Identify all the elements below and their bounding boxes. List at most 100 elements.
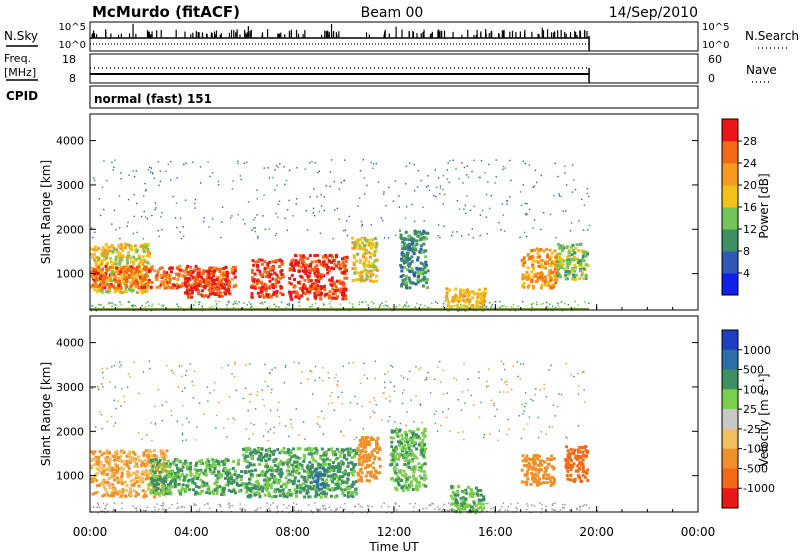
echo-cell xyxy=(130,289,134,293)
echo-cell xyxy=(196,275,200,279)
echo-cell xyxy=(375,274,379,278)
echo-cell xyxy=(255,490,259,494)
echo-cell xyxy=(400,259,404,263)
sparse-echo-point xyxy=(447,408,450,410)
echo-cell xyxy=(186,486,190,490)
ground-scatter-point xyxy=(162,305,164,308)
echo-cell xyxy=(360,270,364,274)
echo-cell xyxy=(272,292,276,296)
echo-cell xyxy=(165,473,169,477)
echo-cell xyxy=(301,254,305,258)
sparse-echo-point xyxy=(171,414,173,417)
echo-cell xyxy=(270,266,274,270)
echo-cell xyxy=(126,475,130,479)
echo-cell xyxy=(276,275,280,279)
sparse-echo-point xyxy=(319,425,321,428)
echo-cell xyxy=(290,265,294,269)
echo-cell xyxy=(568,257,572,261)
echo-cell xyxy=(247,477,251,481)
echo-cell xyxy=(296,456,300,460)
sparse-echo-point xyxy=(520,204,523,207)
ground-scatter-point xyxy=(405,305,408,308)
echo-cell xyxy=(286,473,290,477)
echo-cell xyxy=(273,271,277,275)
echo-cell xyxy=(291,473,295,477)
echo-cell xyxy=(302,283,306,287)
sparse-echo-point xyxy=(361,236,363,239)
echo-cell xyxy=(224,266,228,270)
sparse-echo-point xyxy=(390,365,392,367)
sparse-echo-point xyxy=(443,193,446,196)
echo-cell xyxy=(319,456,323,460)
echo-cell xyxy=(407,238,411,242)
echo-cell xyxy=(183,459,187,463)
echo-cell xyxy=(247,495,251,499)
sparse-echo-point xyxy=(535,388,537,390)
echo-cell xyxy=(282,482,286,486)
echo-cell xyxy=(174,477,178,481)
echo-cell xyxy=(539,286,543,290)
sparse-echo-point xyxy=(295,408,297,410)
sparse-echo-point xyxy=(410,399,412,401)
ground-scatter-point xyxy=(583,504,586,506)
echo-cell xyxy=(195,468,199,472)
echo-cell xyxy=(105,276,109,280)
echo-cell xyxy=(165,449,169,453)
echo-cell xyxy=(318,260,322,264)
echo-cell xyxy=(158,474,162,478)
sparse-echo-point xyxy=(144,190,147,192)
sparse-echo-point xyxy=(506,433,508,436)
echo-cell xyxy=(327,294,331,298)
echo-cell xyxy=(211,291,215,295)
ground-scatter-point xyxy=(554,509,556,512)
echo-cell xyxy=(327,448,331,452)
echo-cell xyxy=(288,458,292,462)
ground-scatter-point xyxy=(154,509,156,512)
echo-cell xyxy=(148,476,152,480)
sparse-echo-point xyxy=(415,366,417,368)
echo-cell xyxy=(292,268,296,272)
ground-scatter-point xyxy=(135,509,138,512)
sparse-echo-point xyxy=(154,422,157,425)
echo-cell xyxy=(197,472,201,476)
echo-cell xyxy=(177,489,181,493)
sparse-echo-point xyxy=(421,422,423,424)
sparse-echo-point xyxy=(174,217,177,219)
sparse-echo-point xyxy=(121,388,123,390)
echo-cell xyxy=(328,468,332,472)
echo-cell xyxy=(122,467,126,471)
echo-cell xyxy=(156,269,160,273)
sparse-echo-point xyxy=(436,186,438,189)
echo-cell xyxy=(100,259,104,263)
echo-cell xyxy=(208,286,212,290)
ground-scatter-point xyxy=(588,507,591,509)
echo-cell xyxy=(90,458,94,462)
sparse-echo-point xyxy=(274,169,276,171)
sparse-echo-point xyxy=(417,169,419,172)
echo-cell xyxy=(325,469,329,473)
echo-cell xyxy=(342,453,346,457)
echo-cell xyxy=(408,257,412,261)
echo-cell xyxy=(250,295,254,299)
echo-cell xyxy=(420,446,424,450)
echo-cell xyxy=(97,266,101,270)
echo-cell xyxy=(377,456,381,460)
echo-cell xyxy=(153,484,157,488)
echo-cell xyxy=(301,259,305,263)
echo-cell xyxy=(222,273,226,277)
sparse-echo-point xyxy=(427,175,429,177)
echo-cell xyxy=(280,273,284,277)
echo-cell xyxy=(140,459,144,463)
echo-cell xyxy=(260,287,264,291)
echo-cell xyxy=(367,275,371,279)
echo-cell xyxy=(228,480,232,484)
echo-cell xyxy=(216,462,220,466)
echo-cell xyxy=(455,303,459,307)
ground-scatter-point xyxy=(395,509,398,511)
sparse-echo-point xyxy=(361,225,363,227)
echo-cell xyxy=(116,468,120,472)
sparse-echo-point xyxy=(207,400,209,402)
echo-cell xyxy=(586,263,590,267)
echo-cell xyxy=(202,285,206,289)
echo-cell xyxy=(265,476,269,480)
